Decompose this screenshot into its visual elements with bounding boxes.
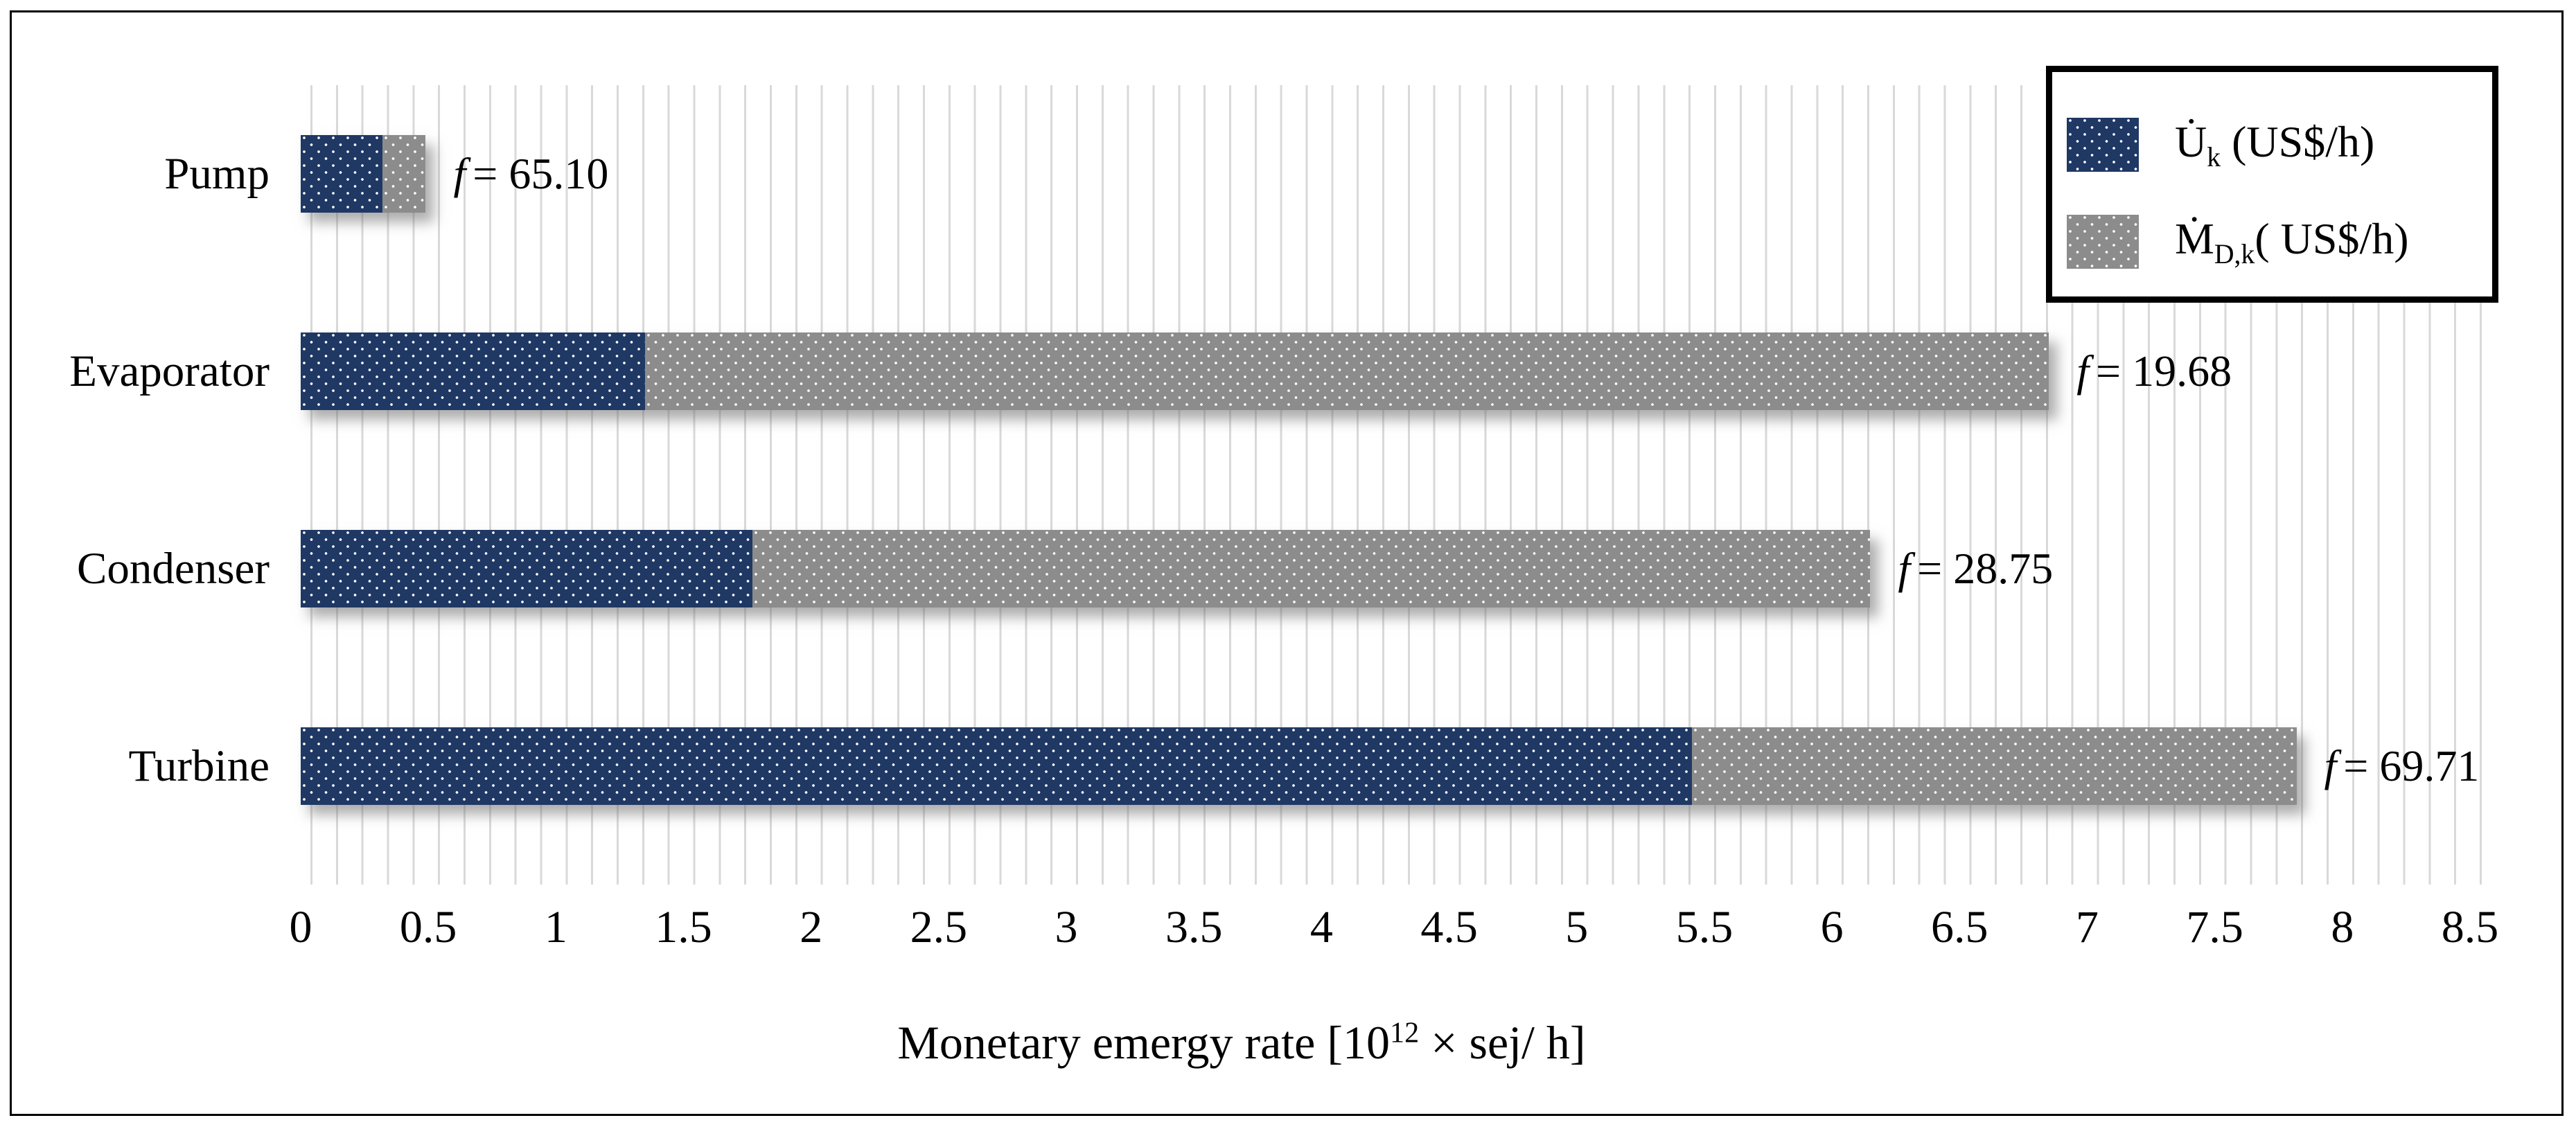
category-label-pump: Pump [164, 148, 270, 199]
bar-segment-uk-condenser [301, 529, 752, 607]
f-value: = 19.68 [2095, 346, 2232, 396]
x-tick-label-8.5: 8.5 [2441, 902, 2499, 952]
x-tick-label-3.5: 3.5 [1165, 902, 1223, 952]
f-value: = 69.71 [2343, 740, 2480, 790]
bar-segment-uk-turbine [301, 727, 1692, 805]
legend-subscript-mdk: D,k [2214, 238, 2255, 269]
bar-segment-mdk-turbine [1691, 727, 2297, 805]
x-tick-label-5.5: 5.5 [1675, 902, 1733, 952]
bar-pump [301, 134, 426, 213]
legend-symbol-mdk: Ṁ [2175, 214, 2214, 264]
legend-subscript-uk: k [2207, 141, 2221, 172]
legend-swatch-uk [2067, 118, 2139, 172]
x-axis-minor-ticks [310, 875, 2482, 885]
f-annotation-evaporator: f = 19.68 [2076, 346, 2232, 397]
x-tick-label-4: 4 [1309, 902, 1333, 952]
x-tick-label-6.5: 6.5 [1931, 902, 1988, 952]
bar-segment-mdk-pump [382, 134, 426, 213]
bar-turbine [301, 727, 2297, 805]
x-axis-title-text: Monetary emergy rate [10 [897, 1016, 1390, 1069]
chart-frame: Pump Evaporator Condenser Turbine f = 65.10 f… [10, 10, 2564, 1116]
legend-item-mdk: ṀD,k( US$/h) [2067, 213, 2409, 270]
x-tick-label-6: 6 [1820, 902, 1844, 952]
x-tick-label-5: 5 [1565, 902, 1589, 952]
f-annotation-pump: f = 65.10 [453, 148, 608, 199]
x-tick-label-0.5: 0.5 [399, 902, 457, 952]
x-tick-label-1: 1 [544, 902, 567, 952]
f-annotation-condenser: f = 28.75 [1898, 543, 2053, 594]
category-label-turbine: Turbine [128, 740, 270, 791]
f-value: = 65.10 [473, 148, 609, 198]
f-symbol: f [2324, 740, 2337, 790]
legend-symbol-uk: U̇ [2175, 117, 2207, 167]
legend-label-uk: U̇k (US$/h) [2175, 116, 2374, 173]
x-tick-label-7: 7 [2075, 902, 2099, 952]
x-tick-label-2: 2 [800, 902, 823, 952]
legend-item-uk: U̇k (US$/h) [2067, 116, 2374, 173]
bar-segment-mdk-condenser [752, 529, 1871, 607]
category-label-evaporator: Evaporator [69, 346, 270, 396]
x-tick-label-8: 8 [2331, 902, 2354, 952]
x-tick-label-0: 0 [289, 902, 312, 952]
bar-evaporator [301, 332, 2049, 410]
x-tick-label-7.5: 7.5 [2186, 902, 2243, 952]
legend-swatch-mdk [2067, 215, 2139, 269]
x-axis-title-units: × sej/ h] [1419, 1016, 1586, 1069]
bar-segment-mdk-evaporator [645, 332, 2049, 410]
legend-label-mdk: ṀD,k( US$/h) [2175, 213, 2409, 270]
legend-unit-uk: (US$/h) [2221, 117, 2375, 167]
x-tick-label-1.5: 1.5 [655, 902, 712, 952]
x-tick-label-2.5: 2.5 [910, 902, 968, 952]
f-symbol: f [1898, 543, 1911, 593]
category-label-condenser: Condenser [77, 543, 270, 594]
f-symbol: f [453, 148, 466, 198]
bar-segment-uk-evaporator [301, 332, 646, 410]
x-tick-label-4.5: 4.5 [1420, 902, 1478, 952]
x-axis-title: Monetary emergy rate [1012 × sej/ h] [897, 1015, 1585, 1070]
legend-unit-mdk: ( US$/h) [2255, 214, 2409, 264]
f-annotation-turbine: f = 69.71 [2324, 740, 2480, 792]
x-axis-title-exponent: 12 [1390, 1016, 1420, 1049]
legend-box: U̇k (US$/h) ṀD,k( US$/h) [2046, 66, 2498, 303]
bar-condenser [301, 529, 1871, 607]
bar-segment-uk-pump [301, 134, 382, 213]
x-tick-label-3: 3 [1055, 902, 1078, 952]
f-symbol: f [2076, 346, 2089, 396]
f-value: = 28.75 [1917, 543, 2054, 593]
